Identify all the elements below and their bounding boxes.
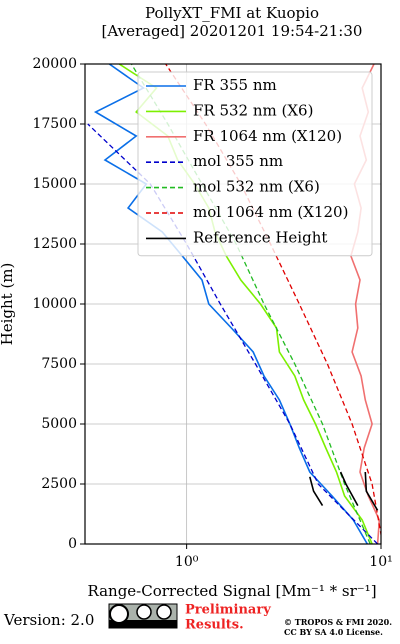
version: Version: 2.0 — [3, 611, 94, 629]
plot-frame — [84, 63, 382, 545]
legend-label: mol 532 nm (X6) — [193, 178, 320, 196]
y-tick-label: 5000 — [41, 416, 77, 432]
legend-label: Reference Height — [193, 228, 327, 246]
note-line: Preliminary — [185, 603, 271, 618]
series-line — [309, 471, 379, 511]
y-tick-label: 20000 — [32, 56, 77, 72]
y-tick-label: 12500 — [32, 236, 77, 252]
legend: FR 355 nm FR 532 nm (X6) FR 1064 nm (X120)… — [137, 71, 373, 257]
legend-label: FR 532 nm (X6) — [193, 101, 313, 119]
y-tick-label: 15000 — [32, 176, 77, 192]
copyright: © TROPOS & FMI 2020. — [284, 617, 392, 627]
note-line: Results. — [185, 618, 244, 633]
legend-box — [137, 71, 373, 257]
x-axis-label: Range-Corrected Signal [Mm⁻¹ * sr⁻¹] — [87, 582, 376, 600]
legend-label: mol 1064 nm (X120) — [193, 203, 348, 221]
legend-label: FR 1064 nm (X120) — [193, 127, 342, 145]
y-tick-label: 17500 — [32, 116, 77, 132]
copyright: CC BY SA 4.0 License. — [284, 627, 383, 637]
y-tick-label: 7500 — [41, 356, 77, 372]
legend-label: mol 355 nm — [193, 152, 283, 170]
y-tick-label: 0 — [68, 536, 77, 552]
series-line — [93, 64, 368, 544]
cc-badge — [108, 603, 178, 629]
y-axis-label: Height (m) — [0, 263, 16, 346]
x-tick-label: 10⁰ — [175, 554, 199, 570]
y-tick-label: 10000 — [32, 296, 77, 312]
x-tick-label: 10¹ — [369, 554, 392, 570]
y-tick-label: 2500 — [41, 476, 77, 492]
chart-title: PollyXT_FMI at Kuopio — [145, 4, 319, 22]
chart-subtitle: [Averaged] 20201201 19:54-21:30 — [102, 22, 363, 40]
legend-label: FR 355 nm — [193, 76, 277, 94]
